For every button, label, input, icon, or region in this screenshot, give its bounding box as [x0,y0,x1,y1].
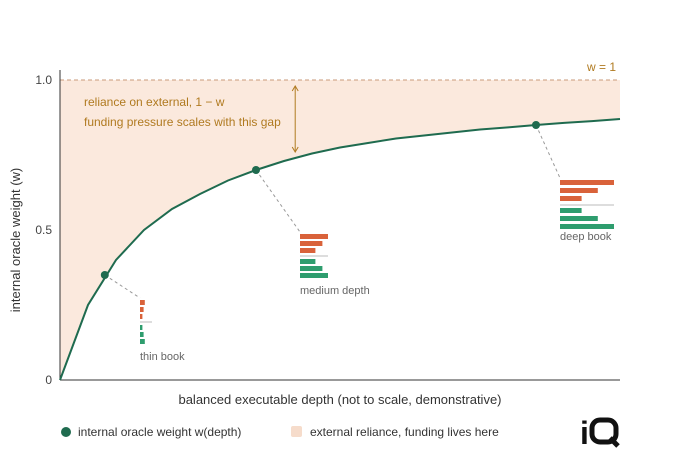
ask-bar [300,234,328,239]
curve-point-marker [100,271,109,279]
y-tick-label: 0 [45,373,52,387]
marker-leader [255,169,301,233]
legend-swatch-curve [61,427,71,437]
ask-bar [300,241,323,246]
bid-bar [300,273,328,278]
logo-mark: i [580,415,588,451]
ask-bar [140,314,143,319]
ask-bar [560,196,582,201]
axes: 0 0.5 1.0 balanced executable depth (not to… [8,70,620,407]
marker-leader [104,274,141,299]
bid-bar [140,339,145,344]
y-tick-label: 0.5 [35,223,52,237]
ask-bar [560,188,598,193]
logo: i [580,415,620,451]
y-axis-title: internal oracle weight (w) [8,168,23,313]
external-reliance-region [60,80,620,380]
curve-point-marker [532,121,540,129]
marker-leader [535,124,561,179]
reference-line-label: w = 1 [586,60,616,74]
bid-bar [560,208,582,213]
reference-line-group: w = 1 [60,60,620,81]
marker-label: thin book [140,351,185,363]
x-axis-title: balanced executable depth (not to scale,… [178,392,501,407]
marker-label: medium depth [300,285,370,297]
depth-markers: thin book medium depth deep book [100,121,614,363]
curve-group [59,118,621,381]
marker-label: deep book [560,231,612,243]
gap-arrow-head-top [291,85,299,92]
bid-bar [560,224,614,229]
gap-arrow-head-bottom [291,146,299,153]
curve-point-marker [252,166,260,174]
bid-bar [140,325,143,330]
series-line [59,118,621,381]
ask-bar [140,300,145,305]
gap-annotation: reliance on external, 1 − w funding press… [84,85,299,153]
legend-label-curve: internal oracle weight w(depth) [78,425,241,439]
ask-bar [300,248,316,253]
legend-swatch-shade [291,426,302,437]
ask-bar [560,180,614,185]
legend: internal oracle weight w(depth) external … [61,425,499,439]
ask-bar [140,307,144,312]
logo-tail [608,436,620,448]
bid-bar [300,266,323,271]
gap-annotation-line: reliance on external, 1 − w [84,95,225,109]
bid-bar [300,259,316,264]
external-reliance-area [60,80,620,380]
gap-annotation-line: funding pressure scales with this gap [84,115,281,129]
logo-ring [589,417,619,445]
bid-bar [560,216,598,221]
legend-label-shade: external reliance, funding lives here [310,425,499,439]
bid-bar [140,332,144,337]
y-tick-label: 1.0 [35,73,52,87]
